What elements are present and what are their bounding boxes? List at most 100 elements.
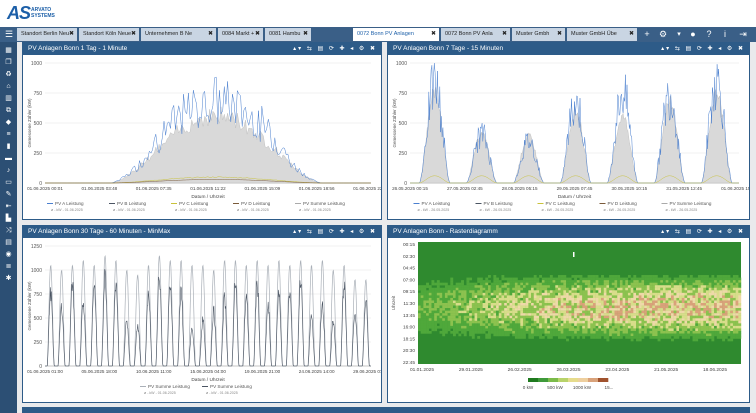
heatmap-cell <box>568 333 572 337</box>
heatmap-cell <box>525 328 529 332</box>
panel-toolbar[interactable]: ▴▾ ⇆ ▤ ⟳ ✚ ◂ ⚙ ✖ <box>661 46 745 52</box>
tab-0[interactable]: Standort Berlin Neu ✖ <box>17 28 77 41</box>
close-tab-icon[interactable]: ✖ <box>207 31 213 37</box>
heatmap-cell <box>574 305 578 309</box>
heatmap-cell <box>719 275 723 278</box>
tab-7[interactable]: Muster Gmbh ✖ <box>512 28 565 41</box>
heatmap-cell <box>676 330 680 334</box>
user-icon[interactable]: ● <box>690 29 696 39</box>
heatmap-cell <box>622 282 626 286</box>
heatmap-cell <box>455 290 459 294</box>
legend-label: PV D Leistung <box>241 201 271 206</box>
heatmap-cell <box>442 325 446 329</box>
panel-toolbar[interactable]: ▴▾ ⇆ ▤ ⟳ ✚ ◂ ⚙ ✖ <box>661 229 745 235</box>
factory-icon[interactable]: ▙ <box>5 215 12 222</box>
heatmap-cell <box>679 310 682 314</box>
logout-icon[interactable]: ⇥ <box>739 29 747 39</box>
tab-8[interactable]: Muster GmbH Übe ✖ <box>567 28 637 41</box>
heatmap-cell <box>471 305 475 309</box>
heatmap-cell <box>514 300 518 304</box>
heatmap-cell <box>649 292 653 296</box>
heatmap-cell <box>525 310 529 314</box>
tab-5[interactable]: 0072 Bonn PV Anlagen ✖ <box>353 28 439 41</box>
tag-icon[interactable]: ◆ <box>5 119 12 126</box>
chat-icon[interactable]: ◉ <box>5 251 12 258</box>
list-icon[interactable]: ≡ <box>6 131 11 138</box>
heatmap-cell <box>719 315 723 319</box>
grid-icon[interactable]: ▤ <box>5 239 12 246</box>
settings-list-icon[interactable]: ≣ <box>5 263 12 270</box>
close-tab-icon[interactable]: ✖ <box>556 31 562 37</box>
heatmap-cell <box>684 300 688 304</box>
heatmap-cell <box>571 313 575 316</box>
heatmap-cell <box>584 323 588 327</box>
dropdown-icon[interactable]: ▾ <box>677 31 681 38</box>
heatmap-cell <box>665 280 669 283</box>
legend-label: PV A Leistung <box>422 201 451 206</box>
heatmap-cell <box>479 287 483 291</box>
close-tab-icon[interactable]: ✖ <box>130 31 136 37</box>
heatmap-cell <box>592 277 596 281</box>
heatmap-cell <box>455 303 459 306</box>
tab-4[interactable]: 0081 Hambu ✖ <box>265 28 311 41</box>
heatmap-cell <box>676 318 680 321</box>
heatmap-cell <box>716 292 720 296</box>
heatmap-cell <box>549 297 553 301</box>
heatmap-cell <box>466 328 470 332</box>
heatmap-cell <box>506 325 510 329</box>
heatmap-cell <box>584 320 588 324</box>
heatmap-cell <box>638 287 642 291</box>
heatmap-cell <box>735 330 739 334</box>
folder-icon[interactable]: ▬ <box>5 155 12 162</box>
heatmap-cell <box>557 287 561 291</box>
shuffle-icon[interactable]: ⤨ <box>5 227 12 234</box>
info-icon[interactable]: i <box>724 29 726 39</box>
heatmap-cell <box>471 315 475 319</box>
heatmap-cell <box>428 300 432 304</box>
close-tab-icon[interactable]: ✖ <box>254 31 260 37</box>
heatmap-cell <box>636 325 639 329</box>
heatmap-cell <box>665 325 669 329</box>
close-tab-icon[interactable]: ✖ <box>302 31 308 37</box>
heatmap-cell <box>479 280 483 283</box>
home-icon[interactable]: ⌂ <box>6 83 11 90</box>
close-tab-icon[interactable]: ✖ <box>628 31 634 37</box>
bell-icon[interactable]: ♪ <box>6 167 11 174</box>
gear-icon[interactable]: ⚙ <box>658 29 668 39</box>
heatmap-cell <box>528 308 532 311</box>
heatmap-cell <box>598 277 602 281</box>
heatmap-cell <box>716 277 720 281</box>
copy-icon[interactable]: ❐ <box>5 59 12 66</box>
tab-1[interactable]: Standort Köln Neue ✖ <box>79 28 139 41</box>
heatmap-cell <box>684 277 688 281</box>
close-tab-icon[interactable]: ✖ <box>501 31 507 37</box>
help-icon[interactable]: ? <box>706 29 712 39</box>
hamburger-icon[interactable]: ☰ <box>4 29 14 39</box>
heatmap-cell <box>506 297 510 301</box>
panel-toolbar[interactable]: ▴▾ ⇆ ▤ ⟳ ✚ ◂ ⚙ ✖ <box>293 46 377 52</box>
heatmap-cell <box>627 330 631 334</box>
tab-6[interactable]: 0072 Bonn PV Anla ✖ <box>441 28 510 41</box>
dashboard-icon[interactable]: ▦ <box>5 47 12 54</box>
network-icon[interactable]: ⧉ <box>6 107 11 114</box>
building-icon[interactable]: ▥ <box>5 95 12 102</box>
heatmap-cell <box>708 285 712 288</box>
panel-toolbar[interactable]: ▴▾ ⇆ ▤ ⟳ ✚ ◂ ⚙ ✖ <box>293 229 377 235</box>
heatmap-cell <box>671 292 674 296</box>
heatmap-cell <box>463 328 467 332</box>
close-tab-icon[interactable]: ✖ <box>68 31 74 37</box>
heatmap-cell <box>619 336 623 339</box>
tools-icon[interactable]: ✎ <box>5 191 12 198</box>
recycle-icon[interactable]: ♻ <box>5 71 12 78</box>
bar-chart-icon[interactable]: ▮ <box>6 143 11 150</box>
heatmap-cell <box>662 328 666 332</box>
tab-3[interactable]: 0084 Markt + ✖ <box>218 28 263 41</box>
add-tab-icon[interactable]: + <box>644 29 650 39</box>
logout-side-icon[interactable]: ⇤ <box>5 203 12 210</box>
heatmap-cell <box>711 338 715 342</box>
cart-icon[interactable]: ✱ <box>5 275 12 282</box>
close-tab-icon[interactable]: ✖ <box>430 31 436 37</box>
tab-2[interactable]: Unternehmen B Ne ✖ <box>141 28 216 41</box>
monitor-icon[interactable]: ▭ <box>5 179 12 186</box>
arvato-logo[interactable]: AS ARVATO SYSTEMS <box>7 3 67 25</box>
